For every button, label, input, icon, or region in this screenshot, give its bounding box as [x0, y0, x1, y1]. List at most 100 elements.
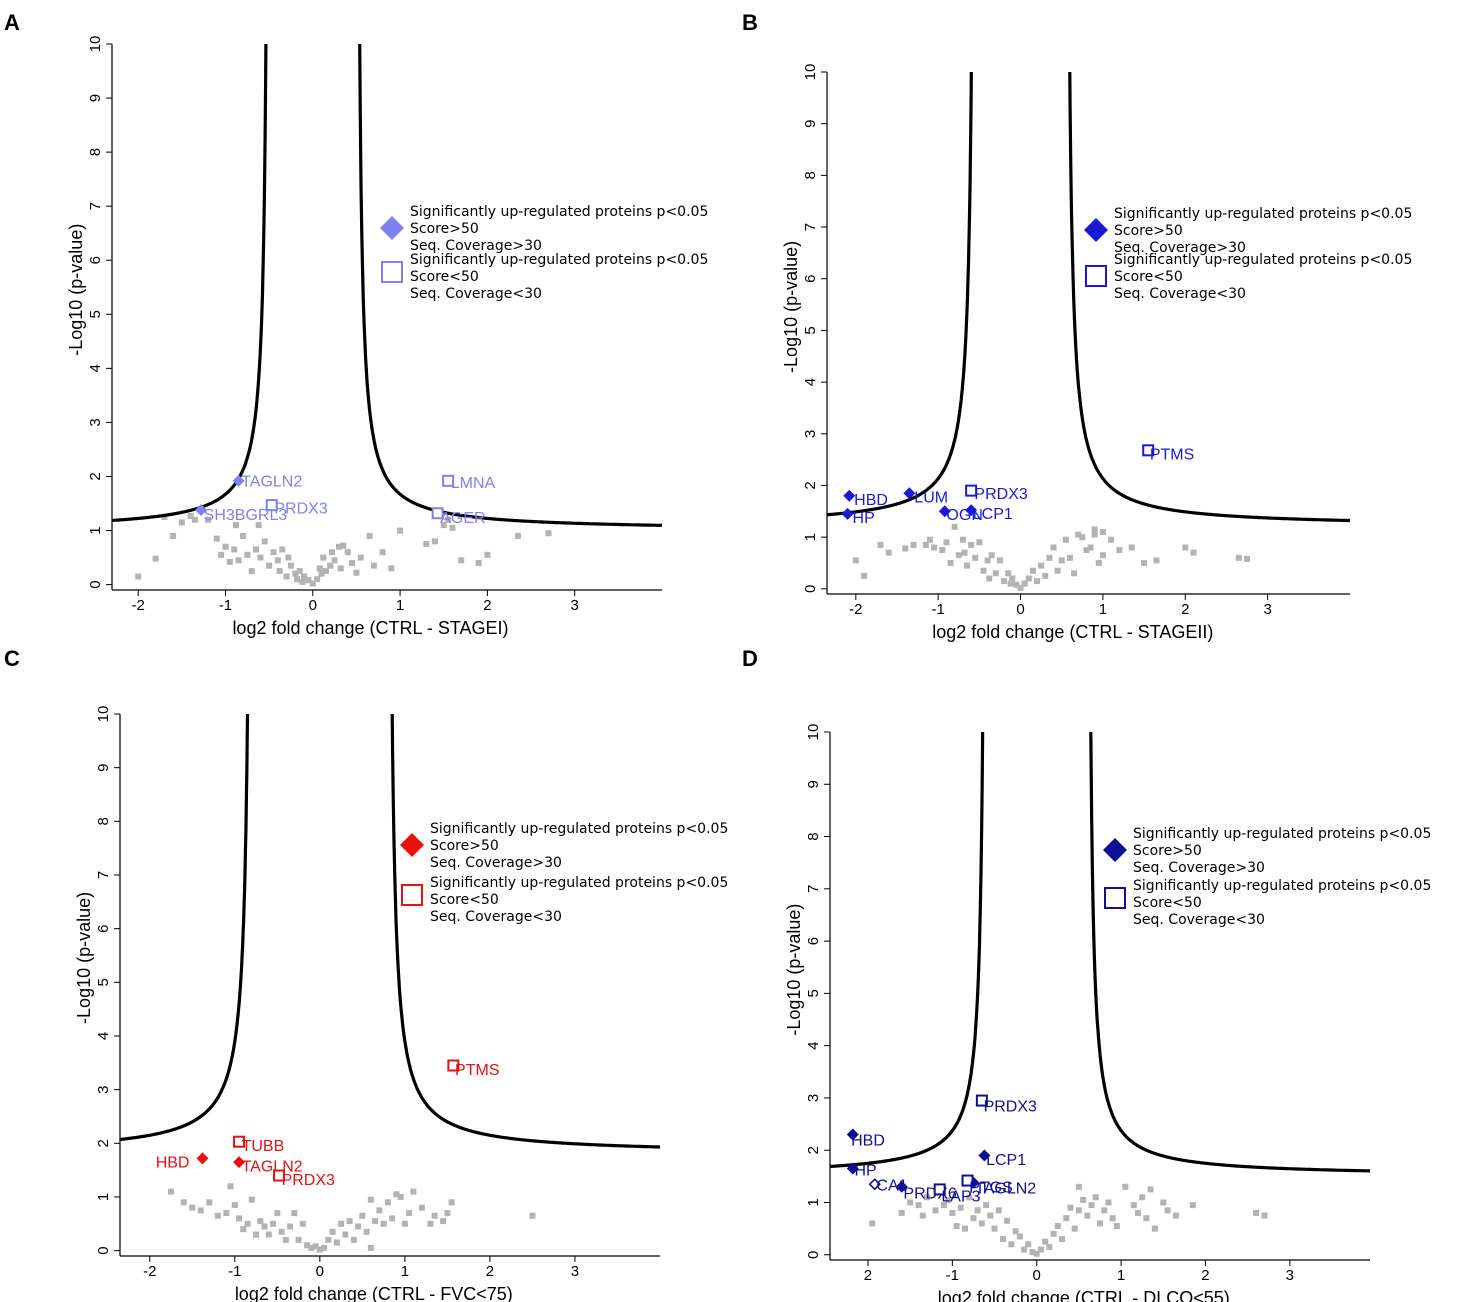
background-point [301, 573, 308, 580]
background-point [484, 551, 491, 558]
background-point [986, 575, 993, 582]
background-point [152, 555, 159, 562]
background-point [370, 562, 377, 569]
background-point [353, 569, 360, 576]
background-point [1099, 528, 1106, 535]
background-point [287, 1223, 294, 1230]
background-point [983, 1202, 990, 1209]
background-point [1017, 584, 1024, 591]
background-point [877, 541, 884, 548]
background-point [222, 543, 229, 550]
background-point [410, 1188, 417, 1195]
y-tick-label-a: 1 [87, 526, 104, 534]
protein-label: TAGLN2 [242, 1158, 303, 1175]
background-point [187, 512, 194, 519]
background-point [1012, 1228, 1019, 1235]
background-point [968, 541, 975, 548]
background-point [1025, 575, 1032, 582]
background-point [448, 1199, 455, 1206]
protein-label: SH3BGRL3 [204, 507, 288, 524]
y-axis-title-b: -Log10 (p-value) [781, 241, 801, 373]
legend-filled-text: Significantly up-regulated proteins p<0.… [410, 204, 708, 220]
y-tick-label-d: 9 [805, 780, 822, 788]
background-point [1151, 1225, 1158, 1232]
y-tick-label-b: 4 [802, 378, 819, 386]
background-point [999, 1236, 1006, 1243]
protein-marker-filled [195, 503, 208, 516]
x-tick-label-c: 2 [486, 1263, 494, 1280]
y-tick-label-a: 5 [87, 310, 104, 318]
background-point [1004, 1217, 1011, 1224]
protein-marker-open [431, 507, 444, 520]
background-point [350, 1236, 357, 1243]
background-point [257, 554, 264, 561]
background-point [955, 552, 962, 559]
y-tick-label-b: 7 [802, 223, 819, 231]
background-point [1050, 544, 1057, 551]
background-point [1253, 1209, 1260, 1216]
y-axis-title-c: -Log10 (p-value) [74, 892, 94, 1024]
background-point [248, 568, 255, 575]
legend-open-text: Significantly up-regulated proteins p<0.… [1133, 878, 1431, 894]
background-point [915, 1202, 922, 1209]
legend-filled-diamond [1084, 218, 1108, 242]
background-point [1244, 555, 1251, 562]
plot-area-a: 0 1 2 3 4 5 6 7 8 9 10 -2 -1 0 1 2 3 log2 fold change (CT… [66, 36, 708, 638]
background-point [282, 1236, 289, 1243]
y-tick-label-d: 8 [805, 832, 822, 840]
legend-open-square [1085, 265, 1107, 287]
background-point [331, 557, 338, 564]
background-point [1261, 1212, 1268, 1219]
background-point [329, 1228, 336, 1235]
x-axis-title-d: log2 fold change (CTRL - DLCO<55) [938, 1288, 1230, 1302]
threshold-curve-right-b [1068, 71, 1350, 523]
background-point [984, 557, 991, 564]
background-point [1087, 544, 1094, 551]
legend-filled-text: Seq. Coverage>30 [1133, 860, 1265, 876]
y-tick-label-a: 3 [87, 418, 104, 426]
legend-c: Significantly up-regulated proteins p<0.… [400, 821, 728, 925]
background-point [333, 1239, 340, 1246]
protein-marker-filled [232, 474, 245, 487]
background-point [294, 576, 301, 583]
legend-open-text: Score<50 [1114, 269, 1183, 285]
background-point [1109, 1215, 1116, 1222]
x-tick-label-b: -2 [849, 601, 862, 618]
x-tick-label-b: 3 [1263, 601, 1271, 618]
x-tick-label-d: -1 [946, 1267, 959, 1284]
y-tick-label-a: 10 [87, 36, 104, 53]
background-point [1046, 1243, 1053, 1250]
background-point [357, 554, 364, 561]
background-point [1143, 1215, 1150, 1222]
legend-filled-text: Significantly up-regulated proteins p<0.… [430, 821, 728, 837]
legend-open-text: Significantly up-regulated proteins p<0.… [1114, 252, 1412, 268]
plot-area-c: 0 1 2 3 4 5 6 7 8 9 10 -2 -1 0 1 2 3 log2 fold change (CT… [74, 706, 728, 1302]
y-tick-label-b: 8 [802, 171, 819, 179]
y-tick-label-c: 6 [95, 924, 112, 932]
background-point [274, 1210, 281, 1217]
background-point [287, 562, 294, 569]
panel-d: D 0 1 2 3 4 5 6 7 8 9 10 2 -1 0 1 2 3 log2 fold change (C… [742, 646, 1431, 1302]
background-point [191, 516, 198, 523]
legend-filled-text: Seq. Coverage>30 [1114, 240, 1246, 256]
background-point [926, 536, 933, 543]
background-point [344, 549, 351, 556]
background-point [380, 1220, 387, 1227]
protein-marker-filled [846, 1128, 859, 1141]
y-tick-label-a: 8 [87, 148, 104, 156]
x-axis-title-c: log2 fold change (CTRL - FVC<75) [235, 1284, 513, 1302]
y-axis-title-d: -Log10 (p-value) [784, 904, 804, 1036]
background-point [949, 1209, 956, 1216]
x-tick-label-b: -1 [932, 601, 945, 618]
background-point [372, 1218, 379, 1225]
y-tick-label-c: 10 [95, 706, 112, 723]
background-point [314, 576, 321, 583]
background-point [308, 1244, 315, 1251]
background-point [255, 522, 262, 529]
protein-marker-open [868, 1178, 881, 1191]
background-point [1059, 1236, 1066, 1243]
legend-open-text: Seq. Coverage<30 [1133, 912, 1265, 928]
panel-letter-a: A [4, 10, 20, 35]
y-tick-label-d: 6 [805, 937, 822, 945]
background-point [1033, 1250, 1040, 1257]
